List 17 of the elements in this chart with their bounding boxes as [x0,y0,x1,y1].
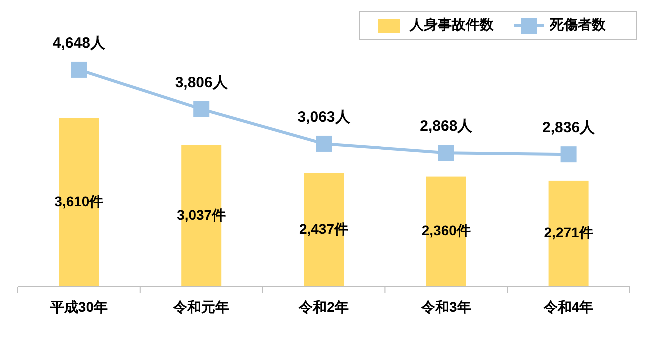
data-label: 2,868人 [420,118,474,136]
legend-label: 死傷者数 [549,16,607,33]
point [194,101,210,118]
data-label: 3,063人 [298,108,352,126]
point [316,136,332,152]
point [560,146,577,163]
legend-label: 人身事故件数 [409,16,495,33]
x-tick-label: 令和3年 [420,299,472,315]
x-tick-label: 平成30年 [49,299,108,315]
point [71,62,88,78]
x-tick-label: 令和2年 [298,299,349,315]
data-label: 4,648人 [52,34,106,52]
data-label: 3,806人 [175,74,229,92]
point [438,145,454,162]
x-tick-label: 令和元年 [172,299,230,315]
data-label: 2,836人 [542,120,596,137]
x-tick-label: 令和4年 [542,299,594,315]
